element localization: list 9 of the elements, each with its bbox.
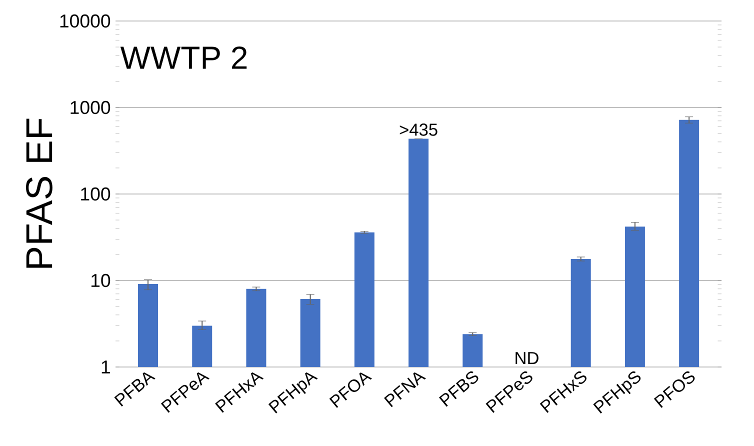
text: ND [516,352,538,364]
y-axis-title: PFAS EF [26,118,52,268]
y-tick-label: 10000 [60,14,110,28]
y-tick-label: 1 [102,360,110,374]
y-tick-label: 10 [91,274,110,288]
y-tick-label: 1000 [70,100,110,114]
text: WWTP 2 [120,46,247,69]
data-label: >435 [400,124,438,136]
y-tick-label: 100 [81,187,110,201]
